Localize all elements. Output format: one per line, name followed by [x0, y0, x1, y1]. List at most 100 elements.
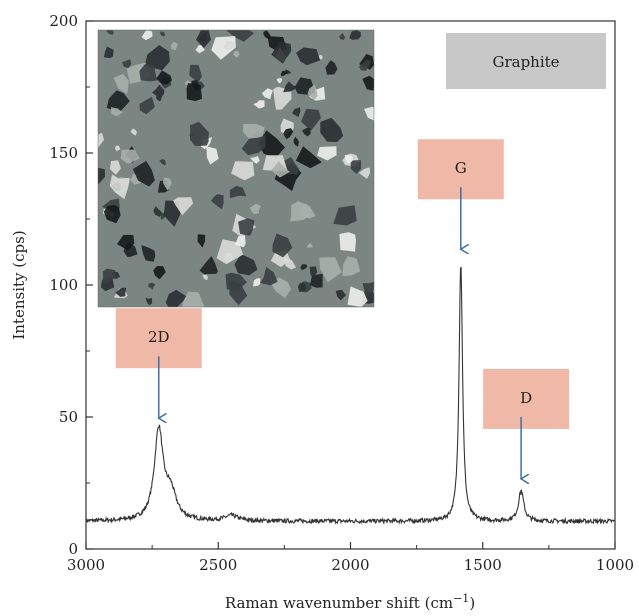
inset-flake	[211, 36, 236, 60]
inset-flake	[148, 282, 156, 290]
inset-flake	[335, 289, 346, 301]
inset-flake	[333, 205, 357, 226]
inset-flake	[145, 297, 153, 306]
inset-flake	[182, 291, 205, 307]
inset-flake	[273, 86, 292, 110]
inset-flake	[195, 44, 205, 54]
peak-label: G	[455, 159, 467, 177]
inset-flake	[141, 30, 153, 41]
inset-flake	[130, 128, 137, 136]
inset-flake	[98, 132, 105, 148]
inset-flake	[163, 200, 181, 227]
x-axis-title-close: )	[469, 594, 475, 612]
inset-flake	[298, 282, 307, 292]
inset-flake	[364, 106, 374, 121]
inset-flake	[229, 185, 247, 199]
y-tick-label: 0	[68, 540, 78, 558]
y-axis-title: Intensity (cps)	[10, 230, 28, 339]
legend-label: Graphite	[492, 53, 559, 71]
inset-flake	[109, 160, 121, 175]
inset-flake	[141, 245, 156, 262]
inset-flake	[198, 31, 207, 42]
inset-flake	[231, 161, 255, 181]
y-tick-label: 200	[49, 12, 78, 30]
x-axis-title: Raman wavenumber shift (cm−1)	[225, 592, 475, 612]
x-axis-title-main: Raman wavenumber shift (cm	[225, 594, 453, 612]
inset-flake	[238, 218, 255, 236]
inset-flake	[302, 127, 311, 137]
inset-flake	[115, 145, 121, 152]
inset-flake	[233, 51, 240, 58]
inset-flake	[301, 108, 321, 131]
inset-flake	[197, 234, 206, 248]
inset-flake	[225, 30, 255, 42]
inset-flake	[165, 289, 186, 307]
inset-flake	[159, 159, 166, 166]
inset-flake	[339, 232, 356, 252]
inset-flake	[98, 167, 105, 185]
inset-flake	[211, 194, 224, 210]
inset-flake	[317, 146, 337, 161]
inset-flake	[253, 278, 261, 287]
inset-flake	[120, 149, 140, 164]
inset-flake	[106, 30, 114, 35]
inset-flake	[186, 83, 202, 101]
inset-flake	[144, 45, 170, 71]
inset-flake	[202, 274, 208, 281]
inset-flake	[260, 266, 278, 286]
inset-flake	[249, 203, 262, 214]
inset-flake	[234, 254, 258, 276]
inset-flake	[155, 94, 162, 102]
inset-flake	[216, 239, 244, 265]
inset-flake	[102, 268, 117, 284]
inset-flake	[350, 160, 362, 174]
inset-flake	[132, 160, 155, 187]
inset-flake	[349, 30, 361, 40]
inset-flake	[139, 63, 157, 82]
inset-flake	[300, 203, 316, 219]
x-tick-label: 1000	[596, 556, 634, 574]
inset-flake	[309, 266, 318, 279]
inset-flake	[109, 211, 115, 217]
inset-flake	[280, 70, 289, 77]
inset-flake	[121, 59, 132, 69]
inset-flake	[199, 256, 218, 275]
inset-flake	[160, 31, 166, 37]
peak-label-box	[483, 368, 570, 429]
inset-flake	[250, 156, 260, 164]
inset-flake	[253, 100, 265, 109]
peak-annotations: 2D G D	[115, 139, 570, 479]
inset-flake	[156, 70, 172, 85]
inset-flake	[276, 78, 282, 84]
inset-flake	[189, 133, 195, 138]
inset-flake	[170, 41, 178, 51]
inset-flake	[362, 75, 374, 91]
x-tick-label: 3000	[67, 556, 105, 574]
inset-flake	[271, 161, 290, 178]
inset-flake	[307, 84, 318, 101]
inset-flake	[283, 81, 298, 93]
peak-label: D	[520, 389, 532, 407]
y-tick-label: 50	[59, 408, 78, 426]
inset-flake	[306, 243, 313, 248]
inset-flake	[139, 96, 155, 115]
inset-flake	[362, 281, 374, 296]
inset-flake	[173, 197, 194, 216]
inset-flake	[242, 124, 265, 139]
inset-flake	[272, 233, 293, 258]
inset-flake	[320, 117, 344, 142]
inset-flake	[103, 46, 114, 58]
inset-flake	[106, 90, 130, 112]
inset-flake	[152, 84, 165, 98]
inset-flake	[153, 206, 163, 217]
y-tick-label: 100	[49, 276, 78, 294]
inset-border	[97, 29, 375, 308]
inset-flake	[293, 136, 299, 147]
micrograph-inset	[97, 29, 375, 308]
inset-flake	[117, 234, 135, 251]
inset-flake	[271, 41, 292, 64]
inset-flake	[318, 54, 323, 60]
inset-flake	[295, 146, 322, 169]
inset-flake	[191, 80, 200, 90]
